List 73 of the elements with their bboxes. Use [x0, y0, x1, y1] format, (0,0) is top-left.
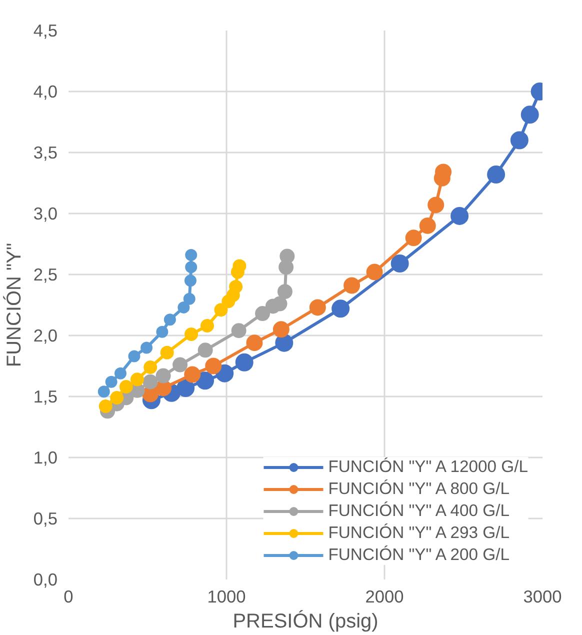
point [231, 323, 246, 338]
point [255, 306, 270, 322]
point [114, 367, 126, 380]
point [105, 376, 118, 388]
point [332, 300, 350, 318]
legend-label: FUNCIÓN "Y" A 200 G/L [328, 545, 510, 565]
point [280, 248, 295, 264]
y-tick-label: 0,0 [33, 570, 58, 590]
legend-label: FUNCIÓN "Y" A 400 G/L [328, 501, 510, 521]
point [272, 296, 288, 312]
y-tick-label: 2,5 [33, 264, 58, 284]
point [428, 196, 444, 214]
point [205, 358, 222, 374]
point [184, 328, 198, 342]
point [183, 292, 196, 305]
y-tick-label: 4,0 [33, 82, 58, 102]
point [214, 303, 228, 317]
point [419, 217, 436, 234]
point [176, 378, 195, 397]
point [390, 254, 409, 273]
point [275, 334, 294, 352]
point [142, 374, 158, 390]
y-tick-label: 1,5 [33, 386, 58, 406]
point [172, 357, 188, 372]
point [196, 372, 214, 390]
point [160, 346, 174, 360]
point [366, 264, 383, 280]
point [344, 277, 360, 294]
point [272, 321, 290, 338]
point [246, 334, 263, 352]
x-axis-title: PRESIÓN (psig) [232, 610, 378, 632]
point [405, 230, 422, 246]
legend-label: FUNCIÓN "Y" A 12000 G/L [328, 457, 528, 477]
point [184, 366, 201, 383]
point [144, 360, 158, 374]
point [309, 299, 326, 316]
y-tick-label: 2,0 [33, 326, 58, 346]
point [119, 380, 133, 394]
x-tick-label: 3000 [523, 586, 562, 606]
legend-label: FUNCIÓN "Y" A 293 G/L [328, 523, 510, 543]
x-tick-label: 1000 [207, 586, 246, 606]
point [140, 342, 153, 354]
point [156, 368, 171, 384]
x-tick-label: 0 [64, 586, 74, 606]
point [185, 261, 198, 274]
y-tick-label: 3,0 [33, 204, 58, 224]
y-tick-label: 1,0 [33, 448, 58, 468]
legend-label: FUNCIÓN "Y" A 800 G/L [328, 479, 510, 499]
point [198, 342, 213, 358]
point [450, 206, 469, 225]
y-tick-label: 3,5 [33, 142, 58, 162]
point [110, 390, 124, 404]
point [178, 301, 190, 314]
point [130, 372, 144, 386]
x-tick-label: 2000 [365, 586, 404, 606]
point [235, 353, 254, 372]
point [520, 106, 539, 124]
point [229, 280, 243, 294]
y-axis-title: FUNCIÓN "Y" [2, 242, 26, 368]
point [510, 131, 528, 150]
point [98, 400, 112, 413]
point [200, 319, 214, 332]
point [277, 284, 292, 300]
point [164, 314, 176, 326]
y-tick-label: 4,5 [33, 20, 58, 40]
point [128, 350, 140, 362]
point [232, 259, 246, 273]
y-tick-label: 0,5 [33, 508, 58, 528]
point [184, 274, 196, 287]
point [156, 326, 168, 338]
point [185, 248, 198, 261]
point [98, 386, 110, 398]
point [487, 165, 506, 184]
